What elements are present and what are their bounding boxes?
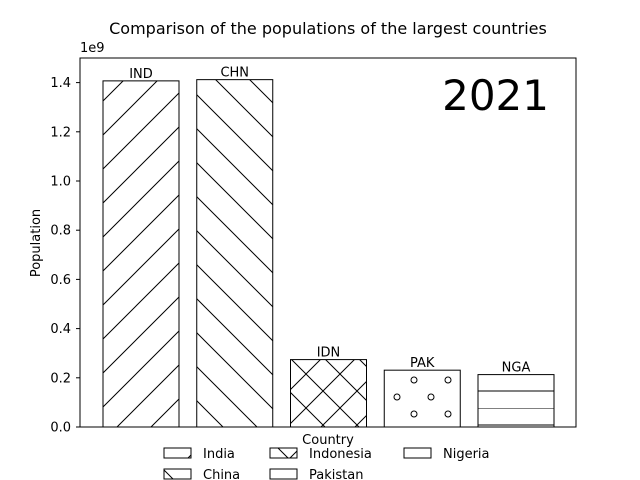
bars-group: IND CHN IDN PAK NGA bbox=[102, 66, 555, 428]
legend: India China Indonesia Pakistan Nigeria bbox=[163, 447, 490, 480]
legend-swatch-china bbox=[163, 468, 192, 480]
bar-idn bbox=[290, 359, 367, 428]
legend-label-nigeria: Nigeria bbox=[443, 447, 490, 462]
legend-label-pakistan: Pakistan bbox=[309, 468, 363, 480]
bar-ind bbox=[102, 80, 180, 428]
y-axis: 0.0 0.2 0.4 0.6 0.8 1.0 1.2 1.4 bbox=[50, 76, 80, 436]
y-axis-offset-label: 1e9 bbox=[80, 41, 105, 56]
bar-label-idn: IDN bbox=[317, 346, 341, 361]
legend-swatch-india bbox=[163, 447, 192, 459]
legend-swatch-pakistan bbox=[269, 468, 298, 480]
y-tick-label: 1.0 bbox=[50, 175, 71, 190]
bar-label-ind: IND bbox=[129, 67, 153, 82]
bar-label-nga: NGA bbox=[502, 361, 531, 376]
bar-pak bbox=[383, 369, 461, 428]
y-tick-label: 0.6 bbox=[50, 273, 71, 288]
chart-title: Comparison of the populations of the lar… bbox=[109, 19, 547, 38]
y-tick-label: 0.2 bbox=[50, 371, 71, 386]
legend-label-china: China bbox=[203, 468, 240, 480]
legend-swatch-nigeria bbox=[403, 447, 432, 459]
y-tick-label: 0.8 bbox=[50, 224, 71, 239]
y-axis-label: Population bbox=[29, 209, 44, 277]
y-tick-label: 1.2 bbox=[50, 125, 71, 140]
legend-swatch-indonesia bbox=[269, 447, 298, 459]
y-tick-label: 1.4 bbox=[50, 76, 71, 91]
year-label: 2021 bbox=[442, 71, 549, 120]
x-axis-label: Country bbox=[302, 433, 354, 448]
bar-label-chn: CHN bbox=[220, 66, 249, 81]
legend-label-india: India bbox=[203, 447, 235, 462]
bar-label-pak: PAK bbox=[410, 356, 435, 371]
bar-chn bbox=[196, 79, 274, 428]
plot-frame bbox=[79, 57, 577, 428]
legend-label-indonesia: Indonesia bbox=[309, 447, 372, 462]
y-tick-label: 0.4 bbox=[50, 322, 71, 337]
y-tick-label: 0.0 bbox=[50, 421, 71, 436]
bar-nga bbox=[477, 374, 555, 428]
